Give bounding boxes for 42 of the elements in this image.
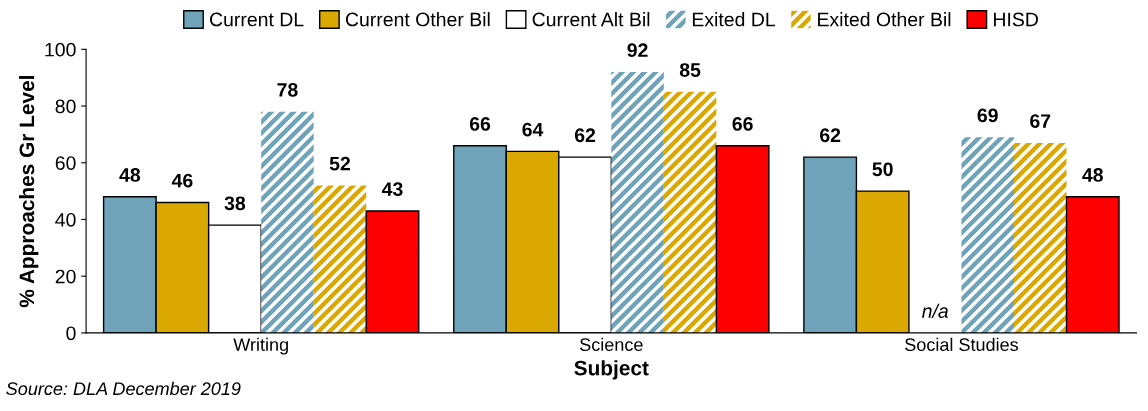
legend-label: Current Alt Bil [532,12,650,27]
legend-label: HISD [994,12,1038,27]
y-tick-label: 20 [55,269,76,284]
data-label: 92 [627,43,648,58]
y-axis-title: % Approaches Gr Level [18,76,39,308]
data-label: 48 [1082,168,1103,182]
data-label: 66 [469,117,491,131]
legend-label: Current DL [210,12,304,27]
data-label: 67 [1030,114,1051,128]
data-label: 50 [872,162,893,177]
y-tick-label: 40 [55,212,76,227]
data-label: 85 [679,63,701,77]
bar [961,137,1014,333]
annotation: n/a [922,303,949,318]
legend-label: Current Other Bil [345,12,490,27]
bar [663,91,717,333]
bar [261,111,314,333]
y-tick-label: 0 [66,326,76,341]
bar [1013,142,1067,333]
data-label: 62 [574,128,596,143]
x-axis-title: Subject [574,360,649,380]
data-label: 46 [171,173,193,188]
data-label: 48 [119,168,141,182]
x-tick-label: Science [580,337,643,352]
legend-label: Exited DL [692,12,776,27]
x-tick-label: Social Studies [905,337,1019,352]
data-label: 64 [522,122,544,137]
data-label: 78 [277,82,298,97]
data-label: 52 [329,156,350,171]
data-label: 38 [224,196,246,211]
y-tick-label: 100 [45,42,76,57]
legend-label: Exited Other Bil [818,12,951,27]
data-label: 43 [381,182,403,197]
data-label: 62 [820,128,841,143]
bar [313,185,367,333]
bar [611,72,664,333]
data-label: 69 [977,108,998,123]
x-tick-label: Writing [233,337,288,355]
source-note: Source: DLA December 2019 [6,381,241,396]
data-label: 66 [732,117,753,131]
y-tick-label: 80 [55,99,76,114]
y-tick-label: 60 [55,156,76,170]
